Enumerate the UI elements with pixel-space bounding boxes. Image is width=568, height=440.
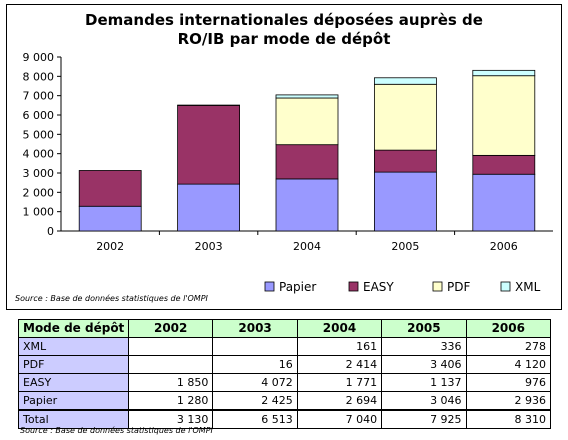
- table-cell: 4 120: [466, 356, 550, 374]
- bar-segment-easy-2003: [178, 105, 240, 184]
- bar-segment-papier-2006: [473, 174, 535, 231]
- table-row-label: XML: [19, 338, 129, 356]
- table-cell: 2 425: [213, 392, 297, 411]
- table-cell: 2 936: [466, 392, 550, 411]
- table-cell: 7 925: [382, 410, 466, 429]
- x-tick-label: 2003: [195, 240, 223, 253]
- table-row: Papier1 2802 4252 6943 0462 936: [19, 392, 551, 411]
- bar-segment-xml-2004: [276, 95, 338, 98]
- table-row: PDF 162 4143 4064 120: [19, 356, 551, 374]
- table-header-row: Mode de dépôt20022003200420052006: [19, 320, 551, 338]
- table-cell: 4 072: [213, 374, 297, 392]
- table-cell: 278: [466, 338, 550, 356]
- table-row-label: PDF: [19, 356, 129, 374]
- table-cell: [129, 338, 213, 356]
- table-cell: 1 280: [129, 392, 213, 411]
- x-tick-label: 2002: [96, 240, 124, 253]
- y-tick-label: 5 000: [23, 128, 55, 141]
- table-header-year: 2003: [213, 320, 297, 338]
- bar-segment-papier-2005: [374, 172, 436, 231]
- table-header-year: 2006: [466, 320, 550, 338]
- y-tick-label: 3 000: [23, 167, 55, 180]
- bar-segment-papier-2003: [178, 184, 240, 231]
- table-cell: 161: [297, 338, 381, 356]
- table-cell: [213, 338, 297, 356]
- legend-swatch-xml: [501, 282, 510, 291]
- legend-swatch-easy: [349, 282, 358, 291]
- table-cell: 2 414: [297, 356, 381, 374]
- bar-segment-easy-2004: [276, 145, 338, 179]
- stacked-bar-chart: Demandes internationales déposées auprès…: [7, 5, 561, 309]
- table-cell: 1 137: [382, 374, 466, 392]
- table-cell: 8 310: [466, 410, 550, 429]
- bar-segment-pdf-2005: [374, 84, 436, 150]
- table-cell: 1 850: [129, 374, 213, 392]
- chart-title-line-1: Demandes internationales déposées auprès…: [85, 11, 483, 29]
- y-tick-label: 9 000: [23, 51, 55, 64]
- table-row: EASY1 8504 0721 7711 137976: [19, 374, 551, 392]
- legend-swatch-pdf: [433, 282, 442, 291]
- table-header-year: 2002: [129, 320, 213, 338]
- bar-segment-easy-2002: [79, 170, 141, 206]
- y-tick-label: 4 000: [23, 148, 55, 161]
- table-cell: 6 513: [213, 410, 297, 429]
- bar-segment-easy-2005: [374, 150, 436, 172]
- bar-segment-xml-2006: [473, 70, 535, 75]
- y-tick-label: 0: [47, 225, 54, 238]
- table-cell: 7 040: [297, 410, 381, 429]
- data-table: Mode de dépôt20022003200420052006 XML161…: [18, 319, 551, 429]
- table-cell: 3 046: [382, 392, 466, 411]
- table-cell: 976: [466, 374, 550, 392]
- table-cell: [129, 356, 213, 374]
- bar-segment-easy-2006: [473, 155, 535, 174]
- table-row-label: EASY: [19, 374, 129, 392]
- bar-segment-pdf-2006: [473, 76, 535, 156]
- table-header-year: 2004: [297, 320, 381, 338]
- table-header-year: 2005: [382, 320, 466, 338]
- legend-label-papier: Papier: [279, 280, 316, 294]
- legend-label-easy: EASY: [363, 280, 394, 294]
- table-row-label: Papier: [19, 392, 129, 411]
- y-tick-label: 1 000: [23, 206, 55, 219]
- chart-title-line-2: RO/IB par mode de dépôt: [178, 30, 391, 48]
- table-cell: 16: [213, 356, 297, 374]
- bar-segment-pdf-2004: [276, 98, 338, 145]
- y-tick-label: 2 000: [23, 186, 55, 199]
- table-source-note: Source : Base de données statistiques de…: [20, 426, 213, 435]
- table-cell: 2 694: [297, 392, 381, 411]
- legend-label-xml: XML: [515, 280, 541, 294]
- x-tick-label: 2004: [293, 240, 321, 253]
- legend-swatch-papier: [265, 282, 274, 291]
- y-tick-label: 6 000: [23, 109, 55, 122]
- legend-label-pdf: PDF: [447, 280, 470, 294]
- y-tick-label: 8 000: [23, 70, 55, 83]
- x-tick-label: 2005: [391, 240, 419, 253]
- bar-segment-papier-2004: [276, 179, 338, 231]
- bar-segment-xml-2005: [374, 78, 436, 84]
- table-row: XML 161336278: [19, 338, 551, 356]
- x-tick-label: 2006: [490, 240, 518, 253]
- chart-source-note: Source : Base de données statistiques de…: [15, 293, 209, 303]
- table-header-mode: Mode de dépôt: [19, 320, 129, 338]
- chart-panel: Demandes internationales déposées auprès…: [6, 4, 562, 310]
- table-cell: 1 771: [297, 374, 381, 392]
- table-cell: 336: [382, 338, 466, 356]
- bar-segment-papier-2002: [79, 206, 141, 231]
- y-tick-label: 7 000: [23, 90, 55, 103]
- table-cell: 3 406: [382, 356, 466, 374]
